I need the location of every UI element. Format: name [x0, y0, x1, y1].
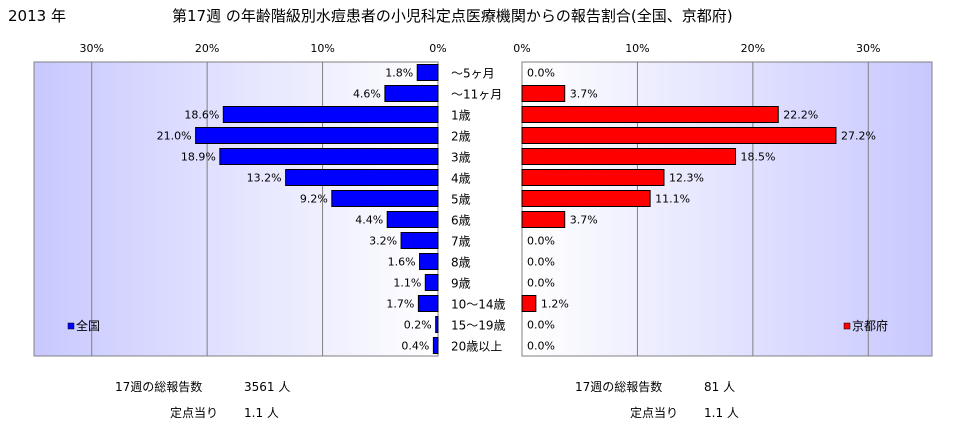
left-data-label: 4.6% [353, 88, 381, 101]
right-bar [521, 211, 566, 228]
left-bar [386, 211, 439, 228]
right-data-label: 0.0% [527, 340, 555, 353]
left-bar [219, 148, 439, 165]
right-total-label: 17週の総報告数 [575, 380, 663, 394]
left-bar [419, 253, 439, 270]
left-total-label: 17週の総報告数 [115, 380, 203, 394]
left-data-label: 9.2% [300, 193, 328, 206]
category-label: 8歳 [451, 256, 471, 270]
right-bar [521, 295, 537, 312]
category-label: 10～14歳 [451, 298, 506, 312]
left-data-label: 18.9% [181, 151, 216, 164]
left-data-label: 21.0% [157, 130, 192, 143]
left-data-label: 1.1% [393, 277, 421, 290]
right-data-label: 1.2% [541, 298, 569, 311]
right-data-label: 12.3% [669, 172, 704, 185]
right-x-tick-label: 0% [513, 42, 530, 55]
left-data-label: 3.2% [369, 235, 397, 248]
right-per-value: 1.1 人 [704, 406, 739, 420]
left-x-tick-label: 0% [429, 42, 446, 55]
right-data-label: 0.0% [527, 67, 555, 80]
left-bar [331, 190, 439, 207]
category-label: 9歳 [451, 277, 471, 291]
year-label: 2013 年 [8, 7, 66, 25]
category-label: 3歳 [451, 151, 471, 165]
legend-label-left: 全国 [76, 318, 100, 333]
right-per-label: 定点当り [630, 406, 679, 420]
left-bar [384, 85, 439, 102]
left-x-tick-label: 30% [79, 42, 103, 55]
left-data-label: 4.4% [355, 214, 383, 227]
left-per-label: 定点当り [170, 406, 219, 420]
category-label: 7歳 [451, 235, 471, 249]
category-label: 20歳以上 [451, 340, 502, 354]
right-data-label: 22.2% [783, 109, 818, 122]
left-data-label: 0.2% [404, 319, 432, 332]
right-data-label: 11.1% [655, 193, 690, 206]
right-data-label: 3.7% [570, 214, 598, 227]
left-x-tick-label: 20% [195, 42, 219, 55]
right-bar [521, 148, 737, 165]
left-bar [195, 127, 439, 144]
right-x-tick-label: 20% [741, 42, 765, 55]
right-total-value: 81 人 [704, 380, 736, 394]
right-data-label: 0.0% [527, 235, 555, 248]
category-label: 15～19歳 [451, 319, 506, 333]
category-label: 6歳 [451, 214, 471, 228]
left-bar [417, 295, 439, 312]
right-data-label: 0.0% [527, 319, 555, 332]
left-data-label: 18.6% [184, 109, 219, 122]
right-bar [521, 85, 566, 102]
left-per-value: 1.1 人 [244, 406, 279, 420]
chart-title: 第17週 の年齢階級別水痘患者の小児科定点医療機関からの報告割合(全国、京都府) [172, 7, 733, 25]
left-bar [435, 316, 439, 333]
left-bar [432, 337, 439, 354]
left-data-label: 1.6% [388, 256, 416, 269]
right-bar [521, 127, 837, 144]
category-label: 5歳 [451, 193, 471, 207]
left-data-label: 0.4% [401, 340, 429, 353]
category-label: 1歳 [451, 109, 471, 123]
left-bar [222, 106, 439, 123]
right-bar [521, 190, 651, 207]
category-label: 4歳 [451, 172, 471, 186]
right-data-label: 0.0% [527, 277, 555, 290]
right-data-label: 27.2% [841, 130, 876, 143]
category-label: ～5ヶ月 [451, 67, 495, 81]
left-data-label: 1.8% [385, 67, 413, 80]
right-bar [521, 169, 665, 186]
left-bar [424, 274, 439, 291]
left-data-label: 1.7% [386, 298, 414, 311]
legend-swatch-left [67, 322, 75, 330]
right-bar [521, 106, 779, 123]
right-x-tick-label: 30% [856, 42, 880, 55]
category-label: 2歳 [451, 130, 471, 144]
right-data-label: 18.5% [741, 151, 776, 164]
left-bar [416, 64, 439, 81]
left-total-value: 3561 人 [244, 380, 291, 394]
left-data-label: 13.2% [247, 172, 282, 185]
right-data-label: 3.7% [570, 88, 598, 101]
legend-swatch-right [843, 322, 851, 330]
left-x-tick-label: 10% [310, 42, 334, 55]
right-data-label: 0.0% [527, 256, 555, 269]
left-bar [400, 232, 439, 249]
left-bar [285, 169, 439, 186]
category-label: ～11ヶ月 [451, 88, 502, 102]
right-x-tick-label: 10% [625, 42, 649, 55]
legend-label-right: 京都府 [852, 318, 888, 333]
